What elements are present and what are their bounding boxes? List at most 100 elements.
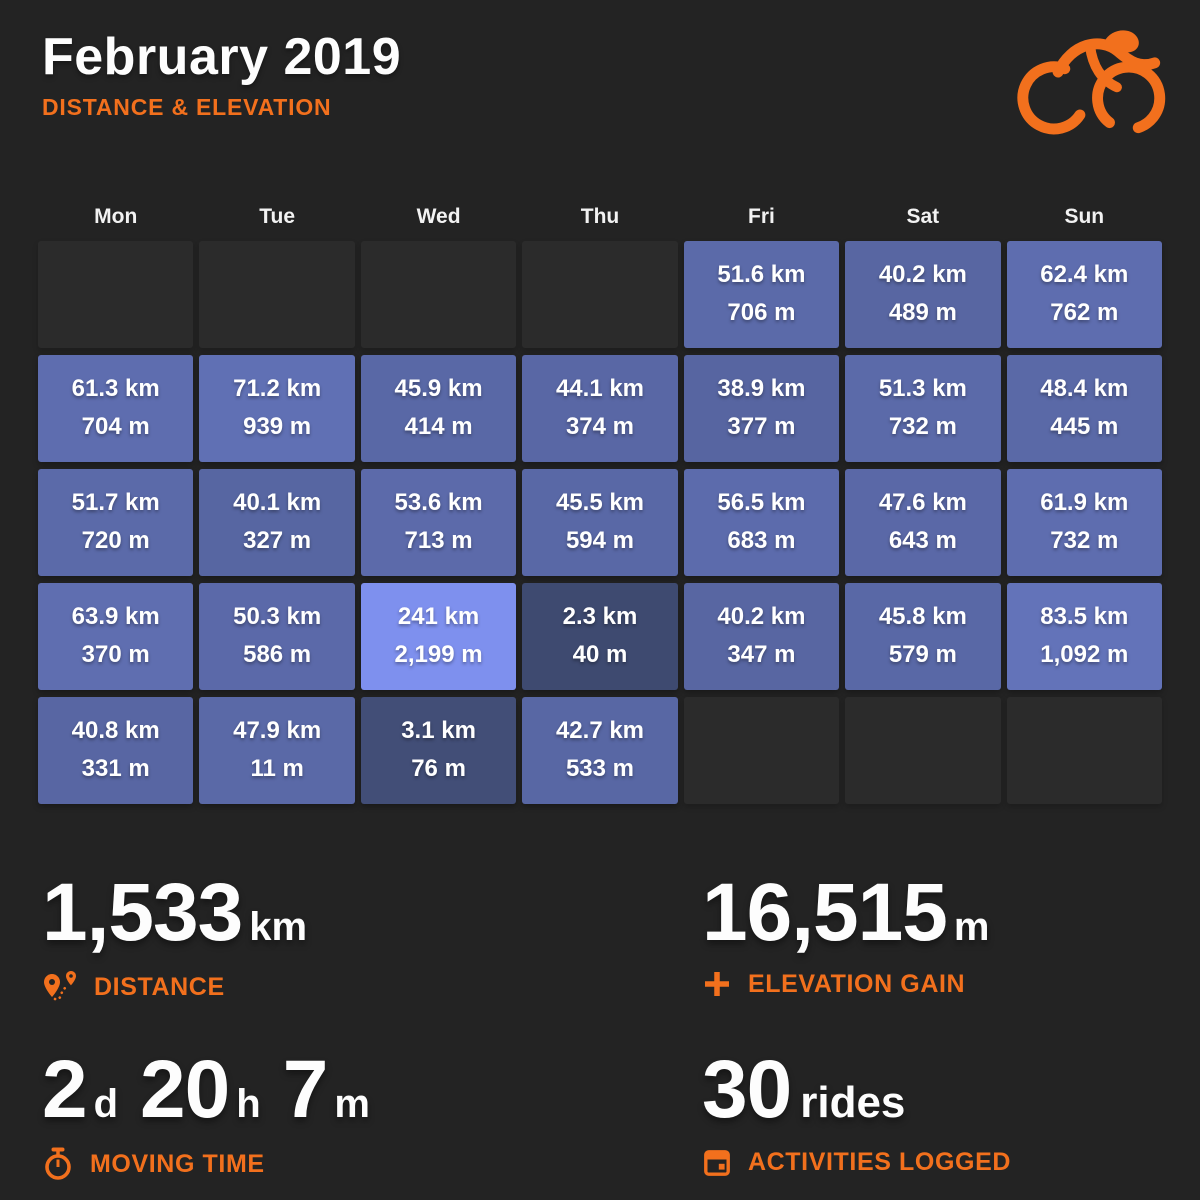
calendar-cell: 63.9 km 370 m (38, 582, 194, 690)
cell-elevation: 683 m (727, 527, 796, 555)
cell-distance: 71.2 km (233, 375, 322, 403)
cell-distance: 61.3 km (71, 375, 160, 403)
moving-time-minutes: 7 (282, 1044, 329, 1136)
cell-elevation: 377 m (727, 413, 796, 441)
calendar-cell: 51.6 km 706 m (683, 240, 840, 348)
cell-elevation: 533 m (565, 755, 635, 783)
cell-distance: 42.7 km (555, 717, 645, 745)
distance-unit: km (249, 904, 308, 949)
calendar-cell-empty (845, 696, 1001, 804)
rides-value: 30 (702, 1044, 792, 1136)
cell-elevation: 489 m (888, 299, 957, 327)
cell-distance: 44.1 km (555, 375, 645, 403)
cell-elevation: 643 m (888, 527, 957, 555)
cell-elevation: 40 m (572, 641, 628, 669)
cell-distance: 63.9 km (71, 603, 160, 631)
stat-moving-time: 2 d 20 h 7 m MOVING TIME (42, 1049, 702, 1181)
calendar-cell: 44.1 km 374 m (522, 354, 678, 462)
stats-section: 1,533 km DISTANCE 16,515 m ELEVATION GAIN … (42, 871, 1158, 1182)
cell-elevation: 327 m (243, 527, 312, 555)
cell-distance: 40.2 km (878, 261, 967, 289)
calendar-cell: 45.9 km 414 m (360, 354, 517, 462)
cell-distance: 48.4 km (1040, 375, 1129, 403)
calendar-cell: 241 km 2,199 m (360, 582, 517, 690)
cell-elevation: 594 m (565, 527, 635, 555)
cell-distance: 45.8 km (878, 603, 967, 631)
route-pins-icon (44, 971, 76, 1001)
cell-distance: 38.9 km (717, 375, 806, 403)
cell-elevation: 720 m (81, 527, 150, 555)
header: February 2019 DISTANCE & ELEVATION (0, 0, 1200, 135)
cell-distance: 40.2 km (717, 603, 806, 631)
cell-distance: 51.7 km (71, 489, 160, 517)
cell-elevation: 762 m (1050, 299, 1119, 327)
cell-distance: 2.3 km (562, 603, 638, 631)
cell-elevation: 1,092 m (1040, 641, 1129, 669)
cell-elevation: 445 m (1050, 413, 1119, 441)
calendar-cell: 48.4 km 445 m (1006, 354, 1162, 462)
calendar-cell-empty (683, 696, 840, 804)
moving-time-days: 2 (42, 1044, 88, 1136)
cell-distance: 83.5 km (1040, 603, 1129, 631)
cell-distance: 47.9 km (233, 717, 322, 745)
rides-unit: rides (800, 1078, 906, 1128)
cell-elevation: 579 m (888, 641, 957, 669)
stopwatch-icon (45, 1147, 71, 1181)
moving-time-hours: 20 (140, 1044, 230, 1136)
cell-distance: 62.4 km (1040, 261, 1129, 289)
page-title: February 2019 (42, 28, 402, 86)
calendar-cell: 62.4 km 762 m (1006, 240, 1162, 348)
plus-icon (705, 972, 729, 997)
calendar-cell-empty (199, 240, 355, 348)
calendar-cell: 61.3 km 704 m (38, 354, 194, 462)
cell-elevation: 331 m (81, 755, 150, 783)
cell-elevation: 586 m (243, 641, 312, 669)
moving-time-label: MOVING TIME (90, 1149, 265, 1178)
cell-elevation: 76 m (411, 755, 466, 783)
cell-elevation: 11 m (250, 755, 304, 783)
calendar-cell: 40.2 km 489 m (845, 240, 1001, 348)
cell-elevation: 939 m (243, 413, 312, 441)
cell-distance: 47.6 km (878, 489, 967, 517)
calendar-cell: 47.9 km 11 m (199, 696, 355, 804)
calendar-cell: 50.3 km 586 m (199, 582, 355, 690)
calendar-cell: 47.6 km 643 m (845, 468, 1001, 576)
cell-distance: 53.6 km (394, 489, 483, 517)
calendar-cell-empty (522, 240, 678, 348)
calendar-cell-empty (38, 240, 194, 348)
calendar-cell: 45.8 km 579 m (845, 582, 1001, 690)
cell-elevation: 713 m (404, 527, 473, 555)
cyclist-logo-icon (1017, 30, 1166, 135)
calendar-cell: 38.9 km 377 m (683, 354, 840, 462)
elevation-label: ELEVATION GAIN (748, 969, 966, 998)
calendar-grid: Mon Tue Wed Thu Fri Sat Sun 51.6 km 706 m 40.2 km… (38, 201, 1162, 804)
stat-elevation: 16,515 m ELEVATION GAIN (702, 871, 1158, 1006)
cell-elevation: 706 m (727, 299, 796, 327)
cell-distance: 45.5 km (555, 489, 645, 517)
cell-distance: 56.5 km (717, 489, 806, 517)
calendar-cell: 40.8 km 331 m (38, 696, 194, 804)
calendar-cell-empty (360, 240, 517, 348)
calendar-cell: 56.5 km 683 m (683, 468, 840, 576)
cell-elevation: 704 m (81, 413, 150, 441)
cell-distance: 45.9 km (394, 375, 483, 403)
moving-time-minutes-unit: m (334, 1082, 370, 1127)
cell-elevation: 347 m (727, 641, 796, 669)
cell-distance: 61.9 km (1040, 489, 1129, 517)
day-header: Tue (259, 205, 296, 229)
moving-time-days-unit: d (93, 1082, 119, 1127)
calendar-cell-empty (1006, 696, 1162, 804)
calendar-cell: 40.2 km 347 m (683, 582, 840, 690)
cell-elevation: 2,199 m (394, 641, 483, 669)
elevation-value: 16,515 (702, 866, 948, 958)
cell-distance: 51.6 km (717, 261, 806, 289)
cell-distance: 51.3 km (878, 375, 967, 403)
day-header: Mon (94, 205, 138, 229)
cell-elevation: 374 m (565, 413, 635, 441)
calendar-icon (704, 1150, 730, 1177)
cell-elevation: 732 m (1050, 527, 1119, 555)
cell-elevation: 732 m (888, 413, 957, 441)
cell-distance: 40.8 km (71, 717, 160, 745)
distance-label: DISTANCE (94, 972, 225, 1001)
page-subtitle: DISTANCE & ELEVATION (42, 93, 332, 120)
